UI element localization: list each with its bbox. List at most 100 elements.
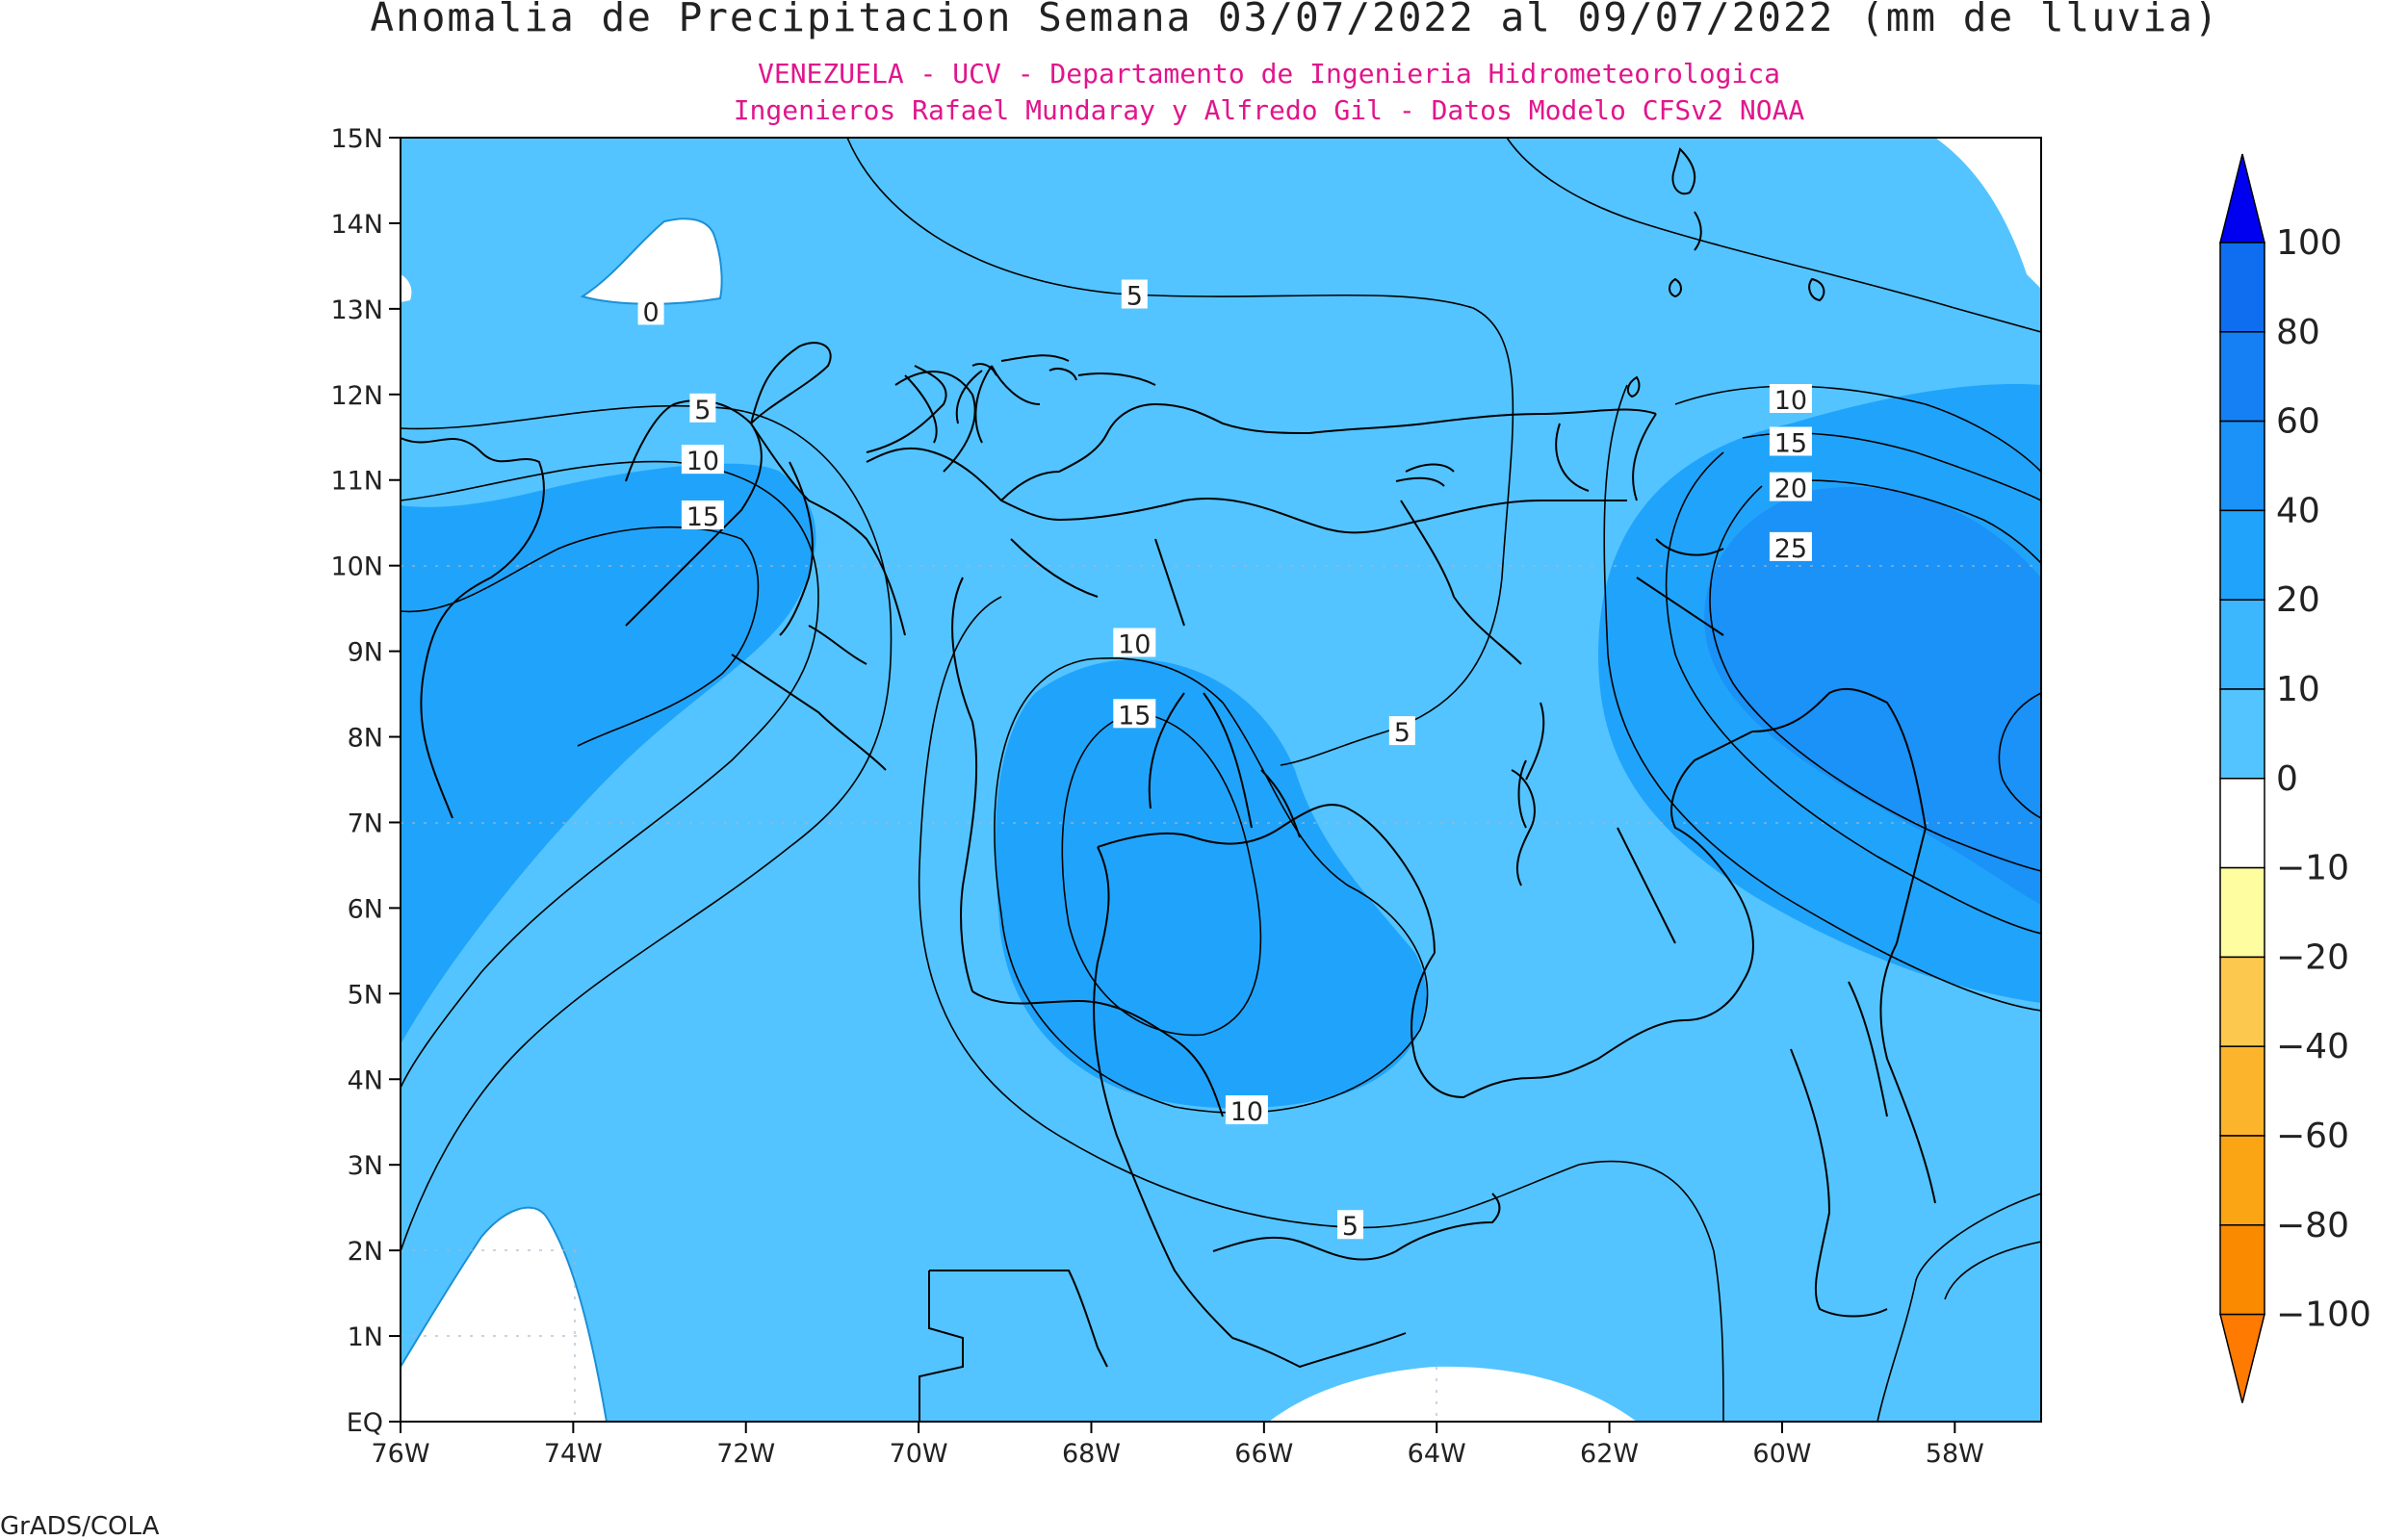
lat-tick-label: 8N: [348, 724, 383, 754]
legend-label: 60: [2276, 402, 2320, 442]
contour-label-bg: [1113, 699, 1156, 729]
contour-label-text: 15: [1118, 701, 1151, 731]
contour-label: 25: [1769, 531, 1812, 564]
contour-label: 5: [1121, 279, 1148, 312]
legend-label: 100: [2276, 223, 2342, 263]
lat-tick-label: 12N: [330, 381, 383, 411]
contour-label: 5: [1337, 1210, 1364, 1242]
lon-tick-label: 60W: [1752, 1439, 1811, 1469]
legend-swatch: [2219, 599, 2265, 690]
contour-label-bg: [1769, 472, 1812, 501]
lon-tick-label: 72W: [716, 1439, 775, 1469]
lon-tick-label: 62W: [1580, 1439, 1639, 1469]
lat-tick-label: 13N: [330, 295, 383, 325]
lat-tick-label: 2N: [348, 1237, 383, 1267]
contour-label-bg: [689, 393, 716, 423]
legend-swatch: [2219, 778, 2265, 869]
lat-tick-label: 4N: [348, 1065, 383, 1095]
longitude-axis: 76W 74W 72W 70W 68W 66W 64W 62W 60W 58W: [371, 1422, 1984, 1469]
legend-label: 40: [2276, 491, 2320, 530]
contour-label-text: 5: [1126, 282, 1143, 312]
lon-tick-label: 58W: [1926, 1439, 1984, 1469]
contour-label-bg: [1337, 1210, 1364, 1240]
legend-under-arrow: [2219, 1313, 2265, 1403]
contour-label-bg: [637, 295, 664, 325]
anomaly-field-10-20-central: [995, 659, 1427, 1109]
contour-label-bg: [1769, 531, 1812, 561]
contour-label-text: 10: [1118, 629, 1151, 659]
contour-label-bg: [1113, 628, 1156, 657]
legend-label: 20: [2276, 580, 2320, 620]
contour-label-text: 5: [694, 396, 711, 425]
contour-label-bg: [1769, 426, 1812, 456]
contour-labels: 0 5 5 10 15 10 15 5 10 15 20 25 10 5: [637, 279, 1812, 1242]
legend-label: 80: [2276, 313, 2320, 352]
legend-label: −60: [2276, 1116, 2349, 1156]
anomaly-field-below-zero-south: [1269, 1366, 1637, 1422]
legend-label: 0: [2276, 759, 2298, 799]
anomaly-field-below-zero-southwest: [401, 1206, 608, 1422]
lat-tick-label: 1N: [348, 1322, 383, 1352]
legend-swatch: [2219, 331, 2265, 423]
coastlines-and-borders: [401, 147, 1936, 1422]
contour-label-bg: [681, 500, 724, 529]
legend-label: 10: [2276, 670, 2320, 709]
lat-tick-label: 14N: [330, 210, 383, 240]
contour-label: 15: [681, 500, 724, 532]
figure-subtitle-2: Ingenieros Rafael Mundaray y Alfredo Gil…: [734, 94, 1805, 126]
anomaly-field-below-zero-northeast: [1935, 138, 2041, 289]
contour-label-text: 15: [686, 502, 719, 532]
contour-label-text: 5: [1394, 718, 1411, 748]
lon-tick-label: 66W: [1234, 1439, 1293, 1469]
legend-label: −80: [2276, 1206, 2349, 1245]
contour-label-bg: [1225, 1095, 1268, 1125]
legend-swatch: [2219, 509, 2265, 601]
legend-swatch: [2219, 242, 2265, 333]
contour-lines: [401, 138, 2041, 1422]
lat-tick-label: 6N: [348, 894, 383, 924]
contour-label-text: 10: [686, 447, 719, 476]
anomaly-field-below-zero-northwest: [401, 274, 412, 302]
lat-tick-label: 15N: [330, 124, 383, 154]
contour-label: 10: [1225, 1095, 1268, 1127]
anomaly-field-10-20-west: [401, 463, 816, 1045]
grid-lines: [401, 565, 2041, 1422]
contour-label-text: 10: [1774, 386, 1807, 416]
lat-tick-label: 10N: [330, 552, 383, 582]
contour-label-bg: [1388, 716, 1415, 746]
lat-tick-label: 7N: [348, 808, 383, 838]
lon-tick-label: 68W: [1062, 1439, 1121, 1469]
contour-label: 5: [1388, 716, 1415, 748]
contour-label: 15: [1113, 699, 1156, 731]
lat-tick-label: 3N: [348, 1151, 383, 1181]
legend-swatch: [2219, 956, 2265, 1047]
contour-label-bg: [681, 445, 724, 475]
legend-label: −100: [2276, 1296, 2371, 1335]
contour-label: 10: [1769, 384, 1812, 416]
legend-swatch: [2219, 866, 2265, 959]
legend-swatch: [2219, 1224, 2265, 1316]
lat-tick-label: EQ: [347, 1408, 383, 1438]
contour-label-text: 5: [1342, 1212, 1359, 1242]
lon-tick-label: 64W: [1408, 1439, 1466, 1469]
software-credit: GrADS/COLA: [0, 1512, 160, 1540]
legend-over-arrow: [2219, 153, 2265, 244]
contour-label-text: 0: [642, 297, 659, 327]
contour-label-text: 20: [1774, 475, 1807, 504]
legend-label: −40: [2276, 1027, 2349, 1066]
legend-swatch: [2219, 1135, 2265, 1226]
figure-title: Anomalia de Precipitacion Semana 03/07/2…: [370, 0, 2219, 40]
lon-tick-label: 70W: [890, 1439, 948, 1469]
contour-label-text: 10: [1230, 1097, 1263, 1127]
legend-swatch: [2219, 420, 2265, 512]
contour-label-text: 25: [1774, 534, 1807, 564]
legend-swatch: [2219, 1045, 2265, 1137]
contour-label: 10: [681, 445, 724, 476]
contour-label: 10: [1113, 628, 1156, 659]
contour-label-bg: [1121, 279, 1148, 309]
contour-label-bg: [1769, 384, 1812, 414]
legend-swatch: [2219, 688, 2265, 780]
